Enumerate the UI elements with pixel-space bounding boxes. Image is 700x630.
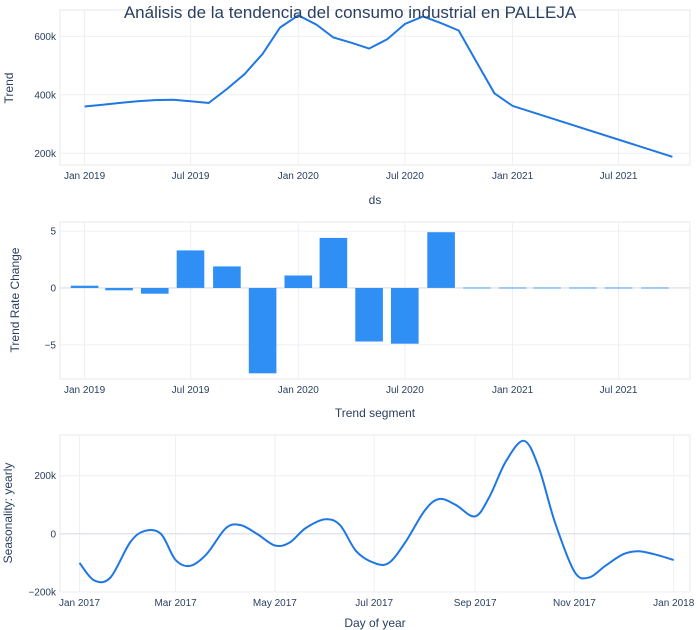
trend-rate-change-bar (569, 287, 597, 289)
seasonality-x-tick-label: Jan 2018 (653, 598, 695, 609)
seasonality-y-tick-label: −200k (28, 588, 57, 599)
trend-y-tick-label: 600k (34, 32, 57, 43)
trend-rate-change-x-tick-label: Jul 2021 (600, 385, 638, 396)
seasonality-x-axis-title: Day of year (344, 616, 405, 630)
trend-rate-change-bar (533, 287, 561, 289)
trend-rate-change-y-tick-label: 5 (50, 227, 56, 238)
seasonality-gridlines (60, 435, 690, 593)
trend-rate-change-bar (70, 285, 99, 288)
trend-gridlines (60, 10, 690, 165)
panel-trend-rate-change: Jan 2019 Jul 2019 Jan 2020 Jul 2020 Jan 2021… (8, 221, 691, 420)
trend-x-tick-label: Jul 2019 (172, 171, 210, 182)
seasonality-y-tick-label: 0 (50, 529, 56, 540)
seasonality-x-tick-label: Nov 2017 (553, 598, 596, 609)
panel-trend: Jan 2019 Jul 2019 Jan 2020 Jul 2020 Jan 2021… (2, 9, 691, 207)
seasonality-x-tick-label: Sep 2017 (454, 598, 497, 609)
trend-x-tick-label: Jan 2020 (278, 171, 320, 182)
trend-x-tick-label: Jul 2020 (386, 171, 424, 182)
trend-x-axis-title: ds (369, 193, 382, 207)
trend-y-tick-label: 400k (34, 90, 57, 101)
trend-rate-change-bar (498, 287, 527, 289)
seasonality-x-tick-label: Jan 2017 (59, 598, 101, 609)
seasonality-y-tick-labels: −200k 0 200k (28, 471, 57, 598)
trend-rate-change-x-tick-label: Jan 2021 (492, 385, 534, 396)
trend-y-axis-title: Trend (2, 73, 16, 104)
trend-rate-change-y-tick-label: −5 (45, 340, 57, 351)
trend-rate-change-y-tick-label: 0 (50, 283, 56, 294)
trend-x-tick-label: Jan 2019 (64, 171, 106, 182)
trend-x-tick-labels: Jan 2019 Jul 2019 Jan 2020 Jul 2020 Jan 2021… (64, 171, 638, 182)
trend-rate-change-bar (391, 288, 419, 344)
trend-rate-change-bar (141, 288, 169, 294)
trend-plot-area (59, 9, 691, 166)
trend-rate-change-bars (70, 232, 669, 374)
trend-rate-change-y-axis-title: Trend Rate Change (8, 247, 22, 352)
panel-yearly-seasonality: Jan 2017 Mar 2017 May 2017 Jul 2017 Sep 2017… (1, 434, 695, 630)
trend-rate-change-bar (604, 287, 633, 289)
trend-rate-change-bar (213, 266, 241, 288)
trend-y-tick-label: 200k (34, 149, 57, 160)
trend-rate-change-bar (427, 232, 455, 288)
seasonality-x-tick-label: Mar 2017 (154, 598, 197, 609)
seasonality-y-axis-title: Seasonality: yearly (1, 463, 15, 564)
trend-rate-change-y-tick-labels: −5 0 5 (45, 227, 57, 352)
trend-rate-change-x-tick-label: Jan 2019 (64, 385, 106, 396)
trend-rate-change-gridlines (60, 222, 690, 379)
trend-rate-change-bar (248, 288, 277, 374)
trend-rate-change-bar (284, 275, 313, 288)
trend-x-tick-label: Jan 2021 (492, 171, 534, 182)
seasonality-plot-area (59, 434, 691, 593)
seasonality-x-tick-label: May 2017 (253, 598, 297, 609)
trend-x-tick-label: Jul 2021 (600, 171, 638, 182)
trend-line (84, 14, 673, 158)
trend-rate-change-x-tick-labels: Jan 2019 Jul 2019 Jan 2020 Jul 2020 Jan 2021… (64, 385, 638, 396)
seasonality-x-tick-label: Jul 2017 (355, 598, 393, 609)
trend-rate-change-bar (463, 287, 491, 289)
trend-rate-change-bar (641, 287, 669, 289)
trend-y-tick-labels: 200k 400k 600k (34, 32, 57, 160)
trend-rate-change-bar (176, 250, 205, 288)
seasonality-x-tick-labels: Jan 2017 Mar 2017 May 2017 Jul 2017 Sep 2017… (59, 598, 695, 609)
trend-rate-change-x-tick-label: Jan 2020 (278, 385, 320, 396)
chart-title: Análisis de la tendencia del consumo ind… (124, 3, 577, 22)
trend-rate-change-x-tick-label: Jul 2020 (386, 385, 424, 396)
seasonality-y-tick-label: 200k (34, 471, 57, 482)
trend-rate-change-bar (355, 288, 383, 342)
trend-rate-change-x-axis-title: Trend segment (335, 406, 416, 420)
trend-rate-change-bar (105, 288, 133, 291)
trend-rate-change-x-tick-label: Jul 2019 (172, 385, 210, 396)
trend-rate-change-bar (319, 237, 348, 288)
seasonality-line (78, 439, 674, 584)
